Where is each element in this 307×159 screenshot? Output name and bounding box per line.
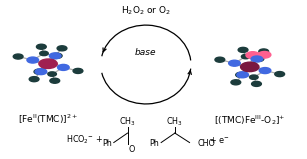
Circle shape xyxy=(73,68,83,73)
Text: O: O xyxy=(128,145,134,154)
Circle shape xyxy=(29,77,39,82)
Circle shape xyxy=(13,54,23,59)
Circle shape xyxy=(39,59,57,69)
Circle shape xyxy=(27,57,39,63)
Text: HCO$_2$$^{-}$ +: HCO$_2$$^{-}$ + xyxy=(66,134,103,146)
Text: [(TMC)Fe$^{\rm III}$-O$_2$]$^{+}$: [(TMC)Fe$^{\rm III}$-O$_2$]$^{+}$ xyxy=(214,113,286,127)
Circle shape xyxy=(258,52,271,58)
Circle shape xyxy=(34,69,44,74)
Text: CH$_3$: CH$_3$ xyxy=(119,116,136,128)
Text: base: base xyxy=(135,48,157,57)
Circle shape xyxy=(241,54,250,59)
Circle shape xyxy=(215,57,225,62)
Circle shape xyxy=(248,63,256,67)
Circle shape xyxy=(254,56,264,61)
Circle shape xyxy=(49,53,61,59)
Circle shape xyxy=(48,72,56,76)
Circle shape xyxy=(259,68,271,74)
Circle shape xyxy=(238,47,248,52)
Circle shape xyxy=(57,64,69,70)
Circle shape xyxy=(259,49,269,54)
Text: CHO: CHO xyxy=(198,139,216,148)
Circle shape xyxy=(251,56,263,62)
Circle shape xyxy=(246,52,259,59)
Circle shape xyxy=(46,59,55,64)
Circle shape xyxy=(35,69,47,75)
Circle shape xyxy=(57,46,67,51)
Circle shape xyxy=(252,81,261,86)
Circle shape xyxy=(37,44,46,49)
Text: Ph: Ph xyxy=(149,139,159,148)
Circle shape xyxy=(41,64,50,68)
Circle shape xyxy=(241,62,259,72)
Circle shape xyxy=(275,72,285,77)
Text: Ph: Ph xyxy=(102,139,112,148)
Text: + e$^{-}$: + e$^{-}$ xyxy=(209,135,229,145)
Circle shape xyxy=(237,72,248,78)
Circle shape xyxy=(52,53,62,58)
Circle shape xyxy=(243,67,252,71)
Circle shape xyxy=(50,78,60,83)
Circle shape xyxy=(40,51,48,56)
Text: CH$_3$: CH$_3$ xyxy=(166,116,183,128)
Text: [Fe$^{\rm II}$(TMC)]$^{2+}$: [Fe$^{\rm II}$(TMC)]$^{2+}$ xyxy=(18,113,78,126)
Circle shape xyxy=(236,72,246,77)
Circle shape xyxy=(231,80,241,85)
Circle shape xyxy=(250,75,258,79)
Circle shape xyxy=(229,60,240,66)
Text: H$_2$O$_2$ or O$_2$: H$_2$O$_2$ or O$_2$ xyxy=(121,5,171,17)
